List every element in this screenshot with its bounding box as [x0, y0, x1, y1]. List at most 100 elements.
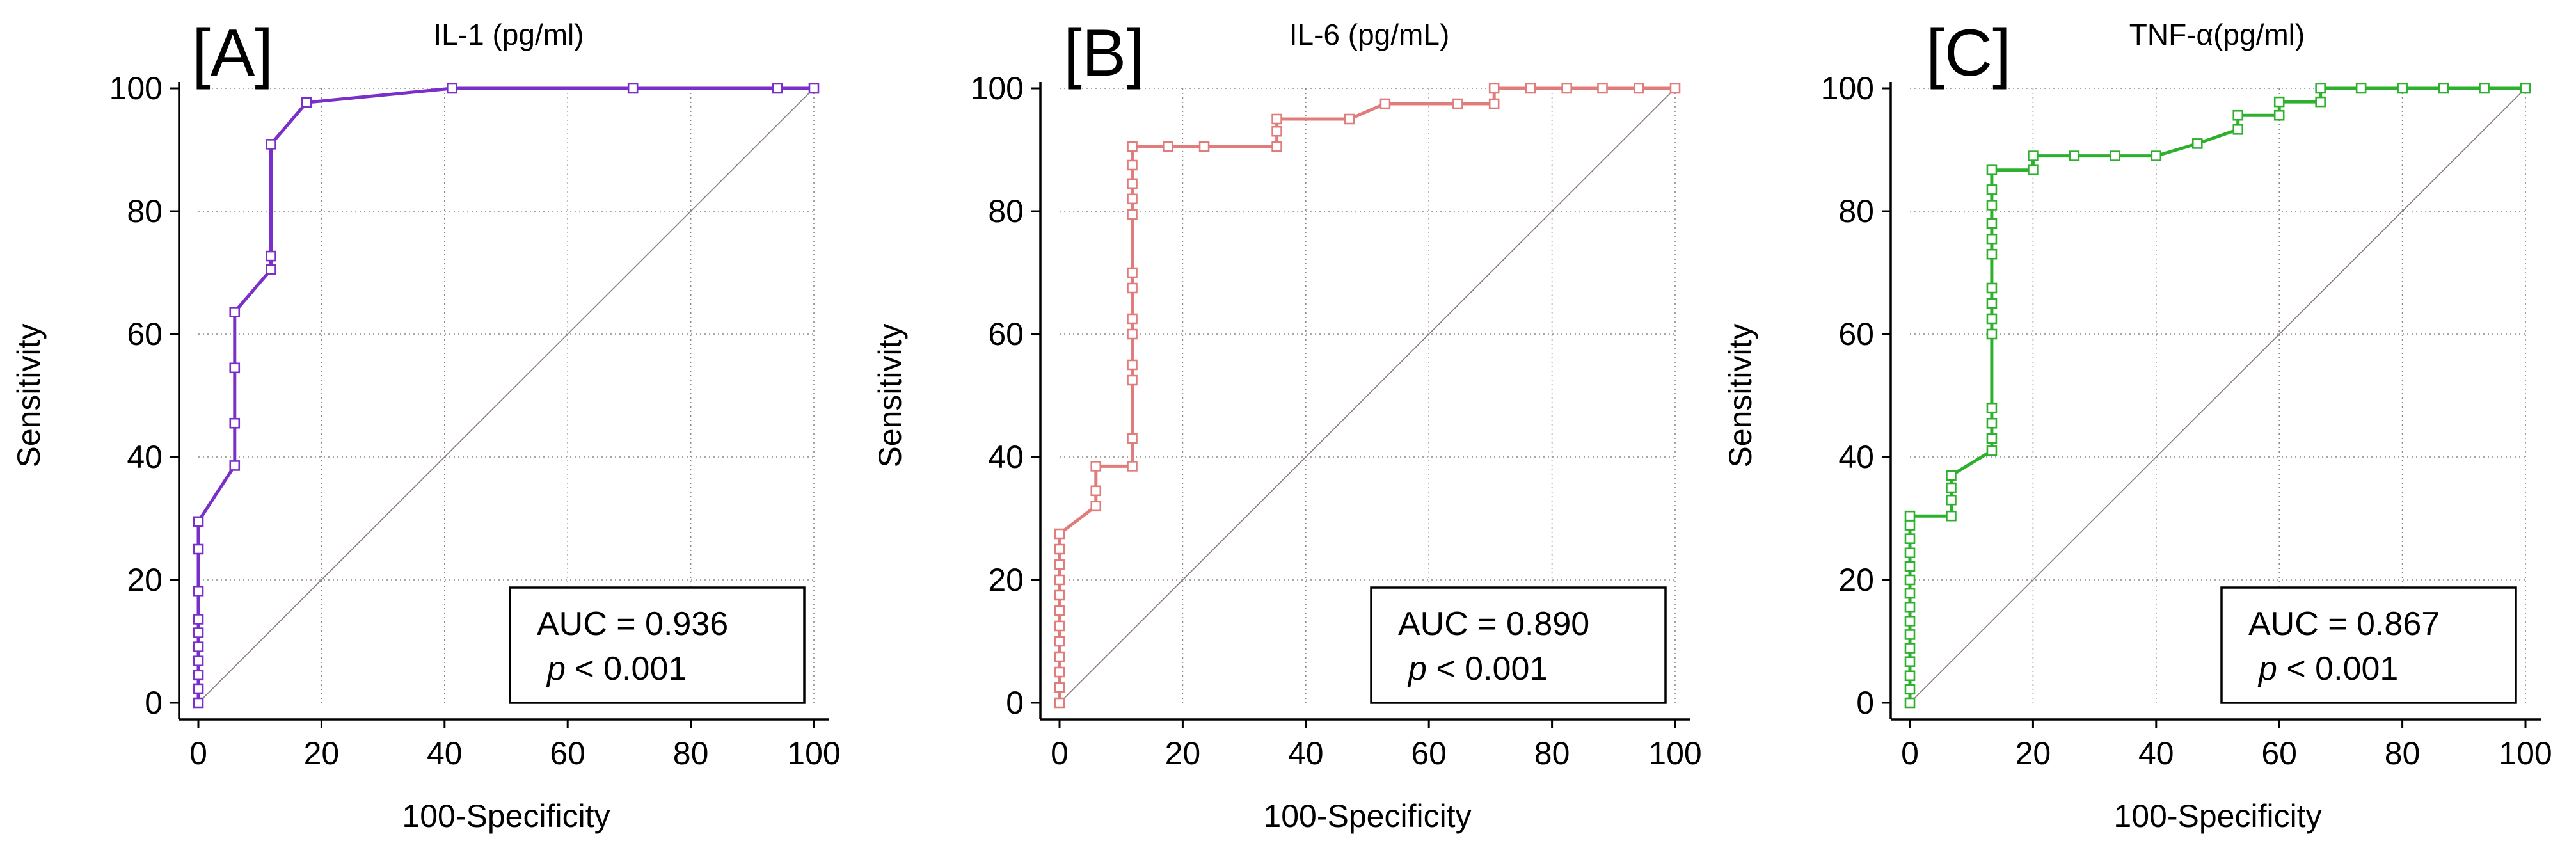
roc-point-marker	[1904, 616, 1916, 627]
y-tick-label: 20	[127, 562, 163, 598]
roc-point-marker	[193, 543, 204, 555]
roc-point-marker	[1054, 666, 1065, 678]
y-tick-label: 20	[1838, 562, 1874, 598]
y-tick-label: 100	[971, 70, 1024, 106]
roc-point-marker	[2355, 83, 2367, 94]
auc-value: AUC = 0.867	[2248, 605, 2440, 643]
y-tick-label: 60	[127, 316, 163, 352]
roc-point-marker	[1127, 267, 1138, 278]
p-symbol: p	[546, 650, 566, 687]
roc-point-marker	[2110, 150, 2120, 161]
roc-point-marker	[1127, 159, 1138, 171]
y-tick-label: 0	[1856, 685, 1874, 721]
roc-point-marker	[1271, 113, 1282, 125]
x-tick-label: 0	[1901, 735, 1919, 771]
auc-annotation-box	[1370, 586, 1667, 704]
roc-point-marker	[229, 307, 241, 317]
x-axis-title: 100-Specificity	[2113, 798, 2321, 834]
p-value: p < 0.001	[2257, 650, 2398, 687]
roc-point-marker	[2069, 150, 2080, 161]
roc-point-marker	[1054, 651, 1065, 662]
roc-point-marker	[2520, 83, 2531, 94]
x-tick-label: 80	[673, 735, 709, 771]
y-tick-label: 100	[109, 70, 163, 106]
p-threshold: < 0.001	[2277, 650, 2398, 687]
roc-point-marker	[1054, 697, 1065, 709]
roc-point-marker	[193, 641, 204, 652]
roc-point-marker	[1946, 470, 1957, 481]
roc-point-marker	[1054, 543, 1065, 555]
roc-point-marker	[1561, 83, 1572, 94]
roc-point-marker	[229, 362, 241, 374]
x-tick-label: 100	[787, 735, 840, 771]
roc-point-marker	[2397, 83, 2408, 94]
panel-label: [A]	[192, 16, 273, 90]
roc-point-marker	[193, 516, 204, 527]
roc-point-marker	[1127, 141, 1138, 152]
roc-point-marker	[808, 83, 820, 94]
roc-point-marker	[627, 83, 639, 94]
auc-value: AUC = 0.936	[537, 605, 728, 643]
x-axis-title: 100-Specificity	[402, 798, 610, 834]
roc-point-marker	[1054, 605, 1065, 616]
roc-point-marker	[2315, 96, 2326, 108]
roc-point-marker	[1904, 629, 1916, 640]
roc-point-marker	[1127, 461, 1138, 472]
roc-point-marker	[1904, 547, 1916, 559]
roc-point-marker	[229, 417, 241, 429]
roc-point-marker	[1986, 417, 1998, 429]
roc-point-marker	[1904, 643, 1916, 654]
x-tick-label: 40	[2138, 735, 2174, 771]
reference-diagonal	[1059, 88, 1676, 703]
y-axis-title: Sensitivity	[11, 323, 47, 467]
x-tick-label: 20	[2015, 735, 2051, 771]
x-tick-label: 40	[1288, 735, 1324, 771]
roc-point-marker	[1986, 218, 1998, 229]
roc-point-marker	[1054, 636, 1065, 647]
roc-curve	[196, 86, 814, 703]
roc-point-marker	[2191, 138, 2203, 149]
p-threshold: < 0.001	[566, 650, 687, 687]
roc-panel-3: 0 20 40 60 80 100 0 20 40 60 80 100 100-Specificity S…	[1722, 16, 2552, 834]
roc-point-marker	[1904, 510, 1916, 522]
roc-point-marker	[1986, 313, 1998, 325]
roc-point-marker	[1488, 98, 1500, 109]
roc-point-marker	[1344, 113, 1355, 125]
roc-point-marker	[1525, 83, 1536, 94]
roc-point-marker	[1271, 141, 1282, 152]
auc-annotation-box	[2220, 586, 2517, 704]
roc-point-marker	[266, 264, 276, 275]
roc-point-marker	[1488, 83, 1500, 94]
roc-point-marker	[266, 139, 276, 150]
roc-point-marker	[2273, 109, 2285, 121]
roc-point-marker	[2151, 150, 2162, 161]
roc-point-marker	[1054, 682, 1065, 693]
roc-point-marker	[2232, 124, 2244, 135]
roc-point-marker	[2273, 96, 2285, 108]
roc-point-marker	[2232, 109, 2244, 121]
roc-point-marker	[1163, 141, 1173, 152]
roc-point-marker	[1054, 574, 1065, 586]
roc-point-marker	[193, 614, 204, 625]
chart-title: TNF-α(pg/ml)	[2129, 18, 2305, 51]
roc-point-marker	[1090, 485, 1102, 497]
y-tick-label: 60	[988, 316, 1024, 352]
roc-point-marker	[1986, 402, 1998, 413]
x-tick-label: 80	[2385, 735, 2421, 771]
roc-point-marker	[301, 97, 312, 108]
chart-title: IL-6 (pg/mL)	[1289, 18, 1450, 51]
panel-label: [C]	[1926, 16, 2011, 90]
p-value: p < 0.001	[546, 650, 687, 687]
y-tick-label: 80	[127, 193, 163, 229]
y-axis-title: Sensitivity	[872, 323, 908, 467]
p-value: p < 0.001	[1407, 650, 1548, 687]
roc-point-marker	[1946, 510, 1957, 522]
roc-point-marker	[1986, 298, 1998, 309]
y-tick-label: 40	[988, 439, 1024, 475]
roc-point-marker	[193, 627, 204, 638]
y-tick-label: 0	[145, 685, 163, 721]
roc-point-marker	[1127, 193, 1138, 205]
reference-diagonal	[1909, 88, 2526, 703]
